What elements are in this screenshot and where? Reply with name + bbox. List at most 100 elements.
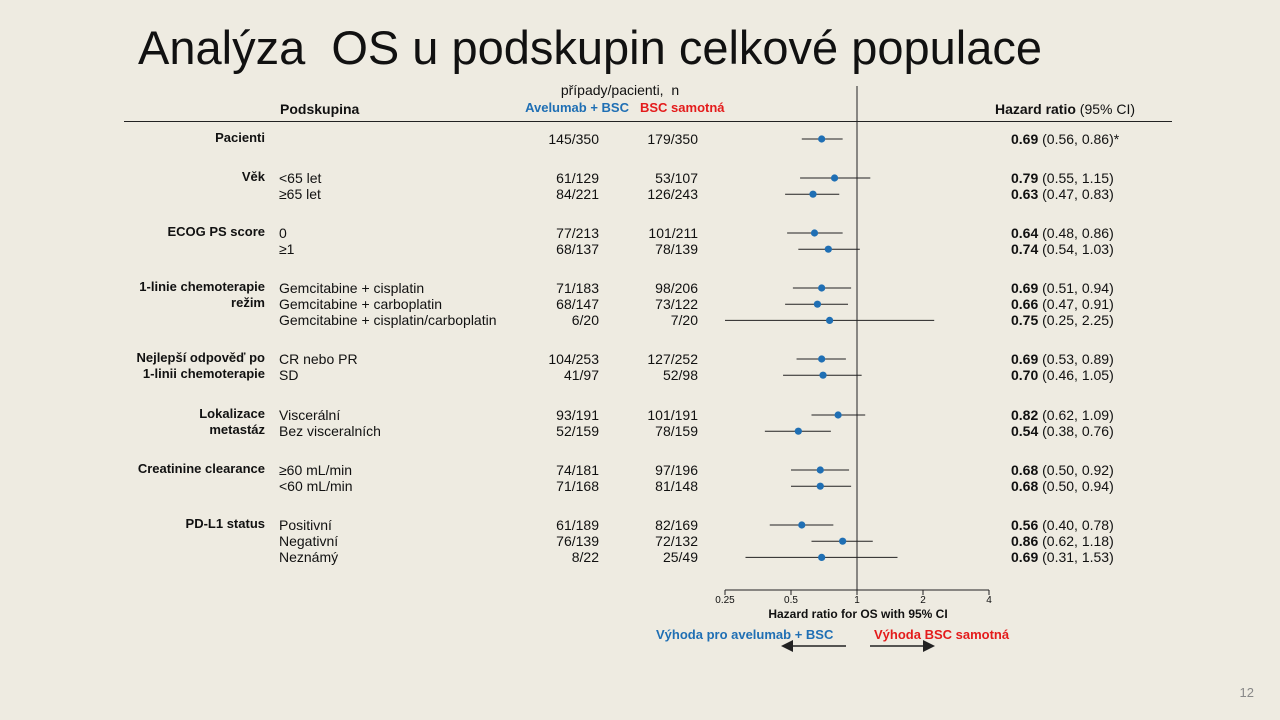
arm2-header: BSC samotná [640,100,725,115]
favors-avelumab-label: Výhoda pro avelumab + BSC [656,627,834,642]
subgroup-label: ≥1 [279,241,295,258]
hazard-ratio-marker [826,316,834,324]
x-axis-tick-label: 2 [920,595,926,606]
hazard-ratio-ci: (0.48, 0.86) [1038,225,1114,241]
subgroup-label: Gemcitabine + carboplatin [279,296,443,313]
subgroup-label: 0 [279,225,287,241]
hazard-ratio-marker [794,427,802,435]
slide-title: Analýza OS u podskupin celkové populace [138,21,1043,74]
hazard-ratio-point: 0.86 [1011,533,1039,550]
hazard-ratio-point: 0.69 [1011,131,1039,147]
arm2-count: 78/159 [655,423,698,440]
hazard-ratio-value: 0.54 (0.38, 0.76) [1011,423,1114,439]
subgroup-label: Gemcitabine + cisplatin [279,280,425,296]
arm1-count: 6/20 [571,312,599,329]
hazard-ratio-ci: (0.50, 0.92) [1038,462,1114,478]
hazard-ratio-marker [818,553,826,562]
arm2-count: 101/211 [648,225,698,241]
hazard-ratio-marker [830,174,839,182]
hazard-ratio-point: 0.69 [1011,351,1039,367]
page-number: 12 [1239,685,1254,700]
arm2-count: 78/139 [655,241,698,258]
hazard-ratio-marker [824,245,832,253]
hazard-ratio-point: 0.70 [1011,367,1039,384]
hazard-ratio-ci: (0.55, 1.15) [1038,170,1114,186]
hazard-ratio-ci: (0.62, 1.09) [1038,407,1114,423]
hazard-ratio-marker [809,190,817,198]
arm2-count: 53/107 [655,170,698,186]
hazard-ratio-point: 0.68 [1011,462,1039,478]
arm1-count: 71/168 [556,478,599,495]
hazard-ratio-point: 0.82 [1011,407,1039,423]
subgroup-category-label: PD-L1 status [185,516,265,531]
hazard-ratio-marker [819,371,827,379]
arm1-count: 68/147 [556,296,599,313]
hazard-ratio-marker [816,482,824,490]
subgroup-label: Negativní [279,533,339,550]
hazard-ratio-point: 0.69 [1011,280,1039,296]
hazard-ratio-value: 0.56 (0.40, 0.78) [1011,517,1114,533]
arm1-count: 74/181 [556,462,599,478]
arm1-count: 8/22 [571,549,599,566]
hazard-ratio-marker [818,355,826,363]
hazard-ratio-value: 0.63 (0.47, 0.83) [1011,186,1114,202]
counts-header: případy/pacienti, n [560,82,680,98]
hazard-ratio-ci: (0.54, 1.03) [1038,241,1114,258]
hazard-ratio-point: 0.69 [1011,549,1039,566]
arm1-count: 41/97 [563,367,599,384]
x-axis-tick-label: 4 [986,595,992,606]
arm2-count: 179/350 [647,131,698,147]
hazard-ratio-marker [839,537,847,545]
subgroup-label: Viscerální [279,407,341,423]
hazard-ratio-ci: (0.56, 0.86)* [1038,131,1120,147]
hazard-ratio-point: 0.56 [1011,517,1039,533]
subgroup-label: <60 mL/min [279,478,353,495]
hazard-ratio-value: 0.64 (0.48, 0.86) [1011,225,1114,241]
arm1-count: 71/183 [556,280,599,296]
hazard-ratio-value: 0.68 (0.50, 0.94) [1011,478,1114,494]
hazard-ratio-ci: (0.31, 1.53) [1038,549,1114,566]
arm2-count: 52/98 [662,367,698,384]
hazard-ratio-value: 0.69 (0.51, 0.94) [1011,280,1114,296]
arm2-count: 72/132 [655,533,698,550]
x-axis-tick-label: 1 [854,595,860,606]
arm2-count: 98/206 [655,280,698,296]
hazard-ratio-point: 0.68 [1011,478,1039,495]
subgroup-label: <65 let [279,170,322,186]
subgroup-label: Bez visceralních [279,423,381,440]
hazard-ratio-point: 0.64 [1011,225,1039,241]
subgroup-category-label: Věk [241,169,265,184]
hr-header: Hazard ratio (95% CI) [995,101,1135,117]
hazard-ratio-marker [834,411,842,419]
arm2-count: 97/196 [655,462,698,478]
hr-header-ci: (95% CI) [1075,101,1136,117]
hazard-ratio-ci: (0.50, 0.94) [1038,478,1114,495]
hazard-ratio-point: 0.75 [1011,312,1039,329]
subgroup-label: SD [279,367,299,384]
arm2-count: 127/252 [647,351,698,367]
hazard-ratio-marker [813,300,822,308]
arm2-count: 25/49 [662,549,698,566]
x-axis-tick-label: 0.25 [715,595,735,606]
hazard-ratio-value: 0.68 (0.50, 0.92) [1011,462,1114,478]
hazard-ratio-value: 0.69 (0.53, 0.89) [1011,351,1114,367]
arm1-count: 61/129 [556,170,599,186]
hazard-ratio-ci: (0.25, 2.25) [1038,312,1114,329]
hazard-ratio-value: 0.69 (0.56, 0.86)* [1011,131,1119,147]
subgroup-category-label: Creatinine clearance [137,461,265,476]
arm1-count: 84/221 [556,186,599,203]
subgroup-label: Positivní [279,517,332,533]
hazard-ratio-value: 0.79 (0.55, 1.15) [1011,170,1114,186]
arm2-count: 82/169 [655,517,698,533]
hazard-ratio-value: 0.69 (0.31, 1.53) [1011,549,1114,565]
arm1-header: Avelumab + BSC [525,100,629,115]
hazard-ratio-value: 0.70 (0.46, 1.05) [1011,367,1114,383]
hazard-ratio-marker [818,135,826,143]
arm1-count: 77/213 [556,225,599,241]
hazard-ratio-marker [810,229,819,237]
hazard-ratio-marker [816,466,824,474]
arm2-count: 126/243 [647,186,698,203]
arm1-count: 104/253 [548,351,599,367]
x-axis-tick-label: 0.5 [784,595,798,606]
hazard-ratio-value: 0.82 (0.62, 1.09) [1011,407,1114,423]
